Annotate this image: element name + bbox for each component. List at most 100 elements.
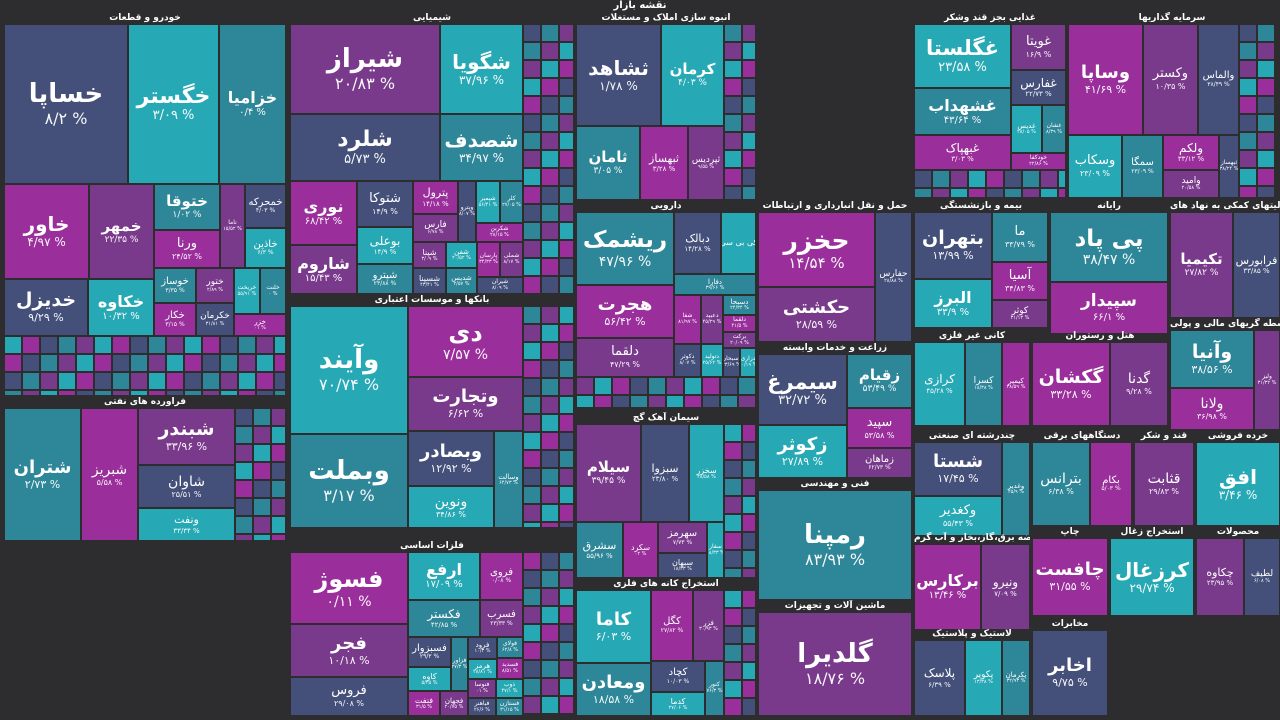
small-stock-tile[interactable] [724, 424, 742, 442]
small-stock-tile[interactable] [541, 588, 559, 606]
small-stock-tile[interactable] [724, 168, 742, 186]
stock-tile[interactable]: گکشان ۳۳/۲۸ % [1032, 342, 1110, 426]
stock-tile[interactable]: تکیمیا ۲۷/۸۲ % [1170, 212, 1233, 318]
stock-tile[interactable]: سیلام ۳۹/۴۵ % [576, 424, 641, 522]
small-stock-tile[interactable] [1004, 170, 1022, 188]
stock-tile[interactable]: خودکفا ۲۲/۸۶ % [1011, 153, 1066, 170]
stock-tile[interactable]: فارس ۶/۷۸ % [413, 214, 458, 242]
small-stock-tile[interactable] [523, 204, 541, 222]
stock-tile[interactable]: ارفع ۱۷/۰۹ % [408, 552, 480, 600]
small-stock-tile[interactable] [253, 534, 271, 541]
small-stock-tile[interactable] [541, 522, 559, 528]
small-stock-tile[interactable] [559, 396, 574, 414]
small-stock-tile[interactable] [724, 644, 742, 662]
small-stock-tile[interactable] [742, 460, 756, 478]
stock-tile[interactable]: شیران ۸/۰۹ % [477, 277, 523, 294]
small-stock-tile[interactable] [724, 680, 742, 698]
stock-tile[interactable]: کرمان ۴/۰۳ % [661, 24, 724, 126]
small-stock-tile[interactable] [271, 534, 286, 541]
stock-tile[interactable]: ونوین ۳۴/۸۶ % [408, 486, 494, 528]
small-stock-tile[interactable] [523, 168, 541, 186]
small-stock-tile[interactable] [559, 552, 574, 570]
small-stock-tile[interactable] [541, 360, 559, 378]
small-stock-tile[interactable] [148, 354, 166, 372]
stock-tile[interactable]: سبهان ۱۸/۳۳ % [658, 553, 707, 578]
stock-tile[interactable]: دکوثر ۸/۰۷ % [674, 344, 701, 377]
small-stock-tile[interactable] [541, 60, 559, 78]
stock-tile[interactable]: دفارا ۳۹/۶۶ % [674, 274, 756, 295]
small-stock-tile[interactable] [253, 516, 271, 534]
small-stock-tile[interactable] [742, 132, 756, 150]
stock-tile[interactable]: فباهنر ۲۶/۶ % [468, 698, 496, 716]
small-stock-tile[interactable] [742, 532, 756, 550]
stock-tile[interactable]: بتهران ۱۳/۹۹ % [914, 212, 992, 279]
small-stock-tile[interactable] [58, 372, 76, 390]
stock-tile[interactable]: فرابورس ۳۳/۸۵ % [1233, 212, 1280, 318]
stock-tile[interactable]: سبزوا ۲۳/۸۰ % [641, 424, 689, 522]
small-stock-tile[interactable] [253, 444, 271, 462]
small-stock-tile[interactable] [76, 372, 94, 390]
small-stock-tile[interactable] [94, 354, 112, 372]
stock-tile[interactable]: ومعادن ۱۸/۵۸ % [576, 663, 651, 716]
small-stock-tile[interactable] [559, 678, 574, 696]
small-stock-tile[interactable] [559, 150, 574, 168]
small-stock-tile[interactable] [724, 186, 742, 200]
stock-tile[interactable]: کچاد ۱۰/۰۳ % [651, 661, 705, 692]
small-stock-tile[interactable] [559, 504, 574, 522]
small-stock-tile[interactable] [235, 462, 253, 480]
small-stock-tile[interactable] [541, 24, 559, 42]
small-stock-tile[interactable] [666, 395, 684, 408]
stock-tile[interactable]: ثبهساز ۳۸/۲۴ % [1219, 135, 1239, 198]
small-stock-tile[interactable] [559, 258, 574, 276]
small-stock-tile[interactable] [738, 395, 756, 408]
stock-tile[interactable]: فولای ۶۲/۸ % [497, 637, 523, 658]
stock-tile[interactable]: افق ۳/۴۶ % [1196, 442, 1280, 526]
stock-tile[interactable]: بترانس ۶/۳۸ % [1032, 442, 1090, 526]
small-stock-tile[interactable] [148, 390, 166, 396]
stock-tile[interactable]: فنفت ۳۱/۵ % [408, 691, 440, 716]
small-stock-tile[interactable] [1239, 24, 1257, 42]
stock-tile[interactable]: کرزغال ۲۹/۷۴ % [1110, 538, 1194, 616]
small-stock-tile[interactable] [702, 395, 720, 408]
stock-tile[interactable]: شکربن ۲۸/۱۵ % [476, 223, 523, 242]
small-stock-tile[interactable] [1239, 42, 1257, 60]
stock-tile[interactable]: آسیا ۳۴/۸۳ % [992, 262, 1048, 300]
small-stock-tile[interactable] [1239, 132, 1257, 150]
stock-tile[interactable]: زکوثر ۲۷/۸۹ % [758, 425, 847, 478]
small-stock-tile[interactable] [559, 642, 574, 660]
small-stock-tile[interactable] [523, 468, 541, 486]
small-stock-tile[interactable] [76, 336, 94, 354]
stock-tile[interactable]: شپمیر ۵۶/۴۱ % [476, 181, 500, 223]
small-stock-tile[interactable] [1239, 60, 1257, 78]
small-stock-tile[interactable] [256, 372, 274, 390]
small-stock-tile[interactable] [271, 462, 286, 480]
small-stock-tile[interactable] [541, 468, 559, 486]
small-stock-tile[interactable] [202, 390, 220, 396]
small-stock-tile[interactable] [559, 588, 574, 606]
small-stock-tile[interactable] [58, 354, 76, 372]
small-stock-tile[interactable] [40, 390, 58, 396]
small-stock-tile[interactable] [523, 342, 541, 360]
small-stock-tile[interactable] [986, 170, 1004, 188]
stock-tile[interactable]: وکستر ۱۰/۳۵ % [1143, 24, 1198, 135]
small-stock-tile[interactable] [724, 150, 742, 168]
small-stock-tile[interactable] [1239, 168, 1257, 186]
small-stock-tile[interactable] [541, 96, 559, 114]
small-stock-tile[interactable] [274, 372, 286, 390]
small-stock-tile[interactable] [541, 414, 559, 432]
small-stock-tile[interactable] [274, 390, 286, 396]
small-stock-tile[interactable] [274, 354, 286, 372]
stock-tile[interactable]: خزامیا ۰/۴ % [219, 24, 286, 184]
stock-tile[interactable]: کرازی ۴۵/۲۸ % [914, 342, 965, 426]
small-stock-tile[interactable] [76, 354, 94, 372]
small-stock-tile[interactable] [541, 696, 559, 714]
small-stock-tile[interactable] [1257, 24, 1275, 42]
stock-tile[interactable]: برکت ۲۰/۰۹ % [723, 332, 756, 348]
small-stock-tile[interactable] [256, 354, 274, 372]
small-stock-tile[interactable] [612, 395, 630, 408]
small-stock-tile[interactable] [523, 624, 541, 642]
small-stock-tile[interactable] [914, 188, 932, 198]
stock-tile[interactable]: کدما ۲۷/۰۶ % [651, 692, 705, 716]
stock-tile[interactable]: قثابت ۲۹/۸۳ % [1134, 442, 1194, 526]
stock-tile[interactable]: گلدیرا ۱۸/۷۶ % [758, 612, 912, 716]
